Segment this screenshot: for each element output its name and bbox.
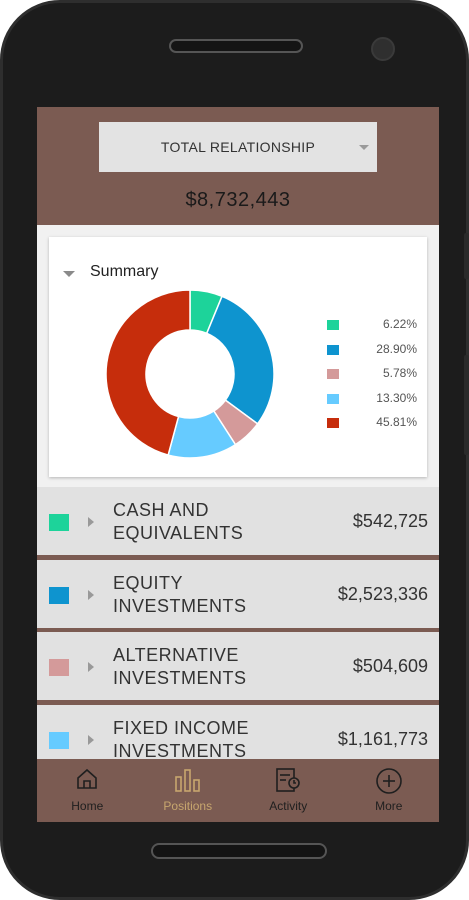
tab-home[interactable]: Home: [37, 759, 138, 822]
category-color-swatch: [49, 659, 69, 676]
tab-label: Home: [71, 799, 104, 813]
bar-chart-icon: [173, 767, 203, 798]
category-color-swatch: [49, 731, 69, 749]
legend-item: 45.81%: [327, 415, 417, 440]
holding-value: $542,725: [352, 511, 428, 531]
category-color-swatch: [49, 514, 69, 531]
holding-row[interactable]: CASH AND EQUIVALENTS $542,725: [37, 487, 439, 555]
earpiece-speaker: [169, 39, 303, 53]
expand-arrow-icon[interactable]: [88, 734, 94, 745]
legend-value: 5.78%: [382, 366, 417, 380]
bottom-speaker: [151, 843, 327, 859]
total-value: $8,732,443: [185, 189, 291, 211]
holding-row[interactable]: ALTERNATIVE INVESTMENTS $504,609: [37, 632, 439, 700]
holding-label: ALTERNATIVE INVESTMENTS: [113, 645, 247, 688]
expand-arrow-icon[interactable]: [88, 517, 94, 527]
legend-value: 6.22%: [382, 317, 417, 331]
summary-card: Summary 6.22% 28.90% 5.78% 13.30% 45.81%: [49, 237, 427, 477]
holding-value: $2,523,336: [337, 583, 428, 604]
chart-legend: 6.22% 28.90% 5.78% 13.30% 45.81%: [327, 317, 417, 440]
expand-arrow-icon[interactable]: [88, 589, 94, 600]
volume-button: [464, 233, 469, 279]
tab-more[interactable]: More: [339, 759, 440, 822]
legend-item: 13.30%: [327, 391, 417, 416]
legend-swatch: [327, 344, 339, 355]
legend-value: 13.30%: [376, 390, 417, 405]
activity-icon: [274, 767, 302, 798]
tab-activity[interactable]: Activity: [238, 759, 339, 822]
holding-row[interactable]: EQUITY INVESTMENTS $2,523,336: [37, 559, 439, 628]
legend-swatch: [327, 418, 339, 428]
donut-slice: [105, 289, 191, 457]
power-button: [464, 355, 469, 455]
category-color-swatch: [49, 586, 69, 604]
relationship-dropdown[interactable]: TOTAL RELATIONSHIP: [99, 122, 377, 172]
donut-slice: [205, 295, 275, 425]
chevron-down-icon: [359, 145, 369, 150]
header: TOTAL RELATIONSHIP $8,732,443: [37, 107, 439, 225]
legend-item: 5.78%: [327, 366, 417, 391]
tab-label: More: [375, 799, 403, 813]
legend-item: 28.90%: [327, 342, 417, 367]
legend-swatch: [327, 320, 339, 330]
holdings-list: CASH AND EQUIVALENTS $542,725 EQUITY INVES…: [37, 487, 439, 777]
holding-value: $504,609: [352, 656, 428, 676]
holding-label: CASH AND EQUIVALENTS: [113, 500, 244, 543]
tab-positions[interactable]: Positions: [138, 759, 239, 822]
legend-swatch: [327, 393, 339, 404]
home-icon: [75, 767, 99, 796]
plus-circle-icon: [375, 767, 403, 800]
legend-value: 28.90%: [376, 341, 417, 356]
holding-value: $1,161,773: [337, 728, 428, 749]
collapse-caret-icon[interactable]: [63, 271, 75, 277]
expand-arrow-icon[interactable]: [88, 662, 94, 672]
legend-swatch: [327, 369, 339, 379]
summary-title[interactable]: Summary: [90, 263, 159, 280]
holding-label: EQUITY INVESTMENTS: [113, 572, 247, 616]
dropdown-label: TOTAL RELATIONSHIP: [160, 139, 316, 155]
legend-value: 45.81%: [376, 415, 417, 429]
summary-section: Summary 6.22% 28.90% 5.78% 13.30% 45.81%: [37, 225, 439, 487]
legend-item: 6.22%: [327, 317, 417, 342]
holding-label: FIXED INCOME INVESTMENTS: [113, 717, 250, 761]
tab-label: Activity: [269, 799, 308, 813]
front-camera: [371, 37, 395, 61]
app-screen: TOTAL RELATIONSHIP $8,732,443 Summary 6.…: [37, 107, 439, 822]
bottom-tab-bar: Home Positions Activity: [37, 759, 439, 822]
allocation-donut-chart: [105, 289, 275, 459]
tab-label: Positions: [163, 799, 213, 813]
